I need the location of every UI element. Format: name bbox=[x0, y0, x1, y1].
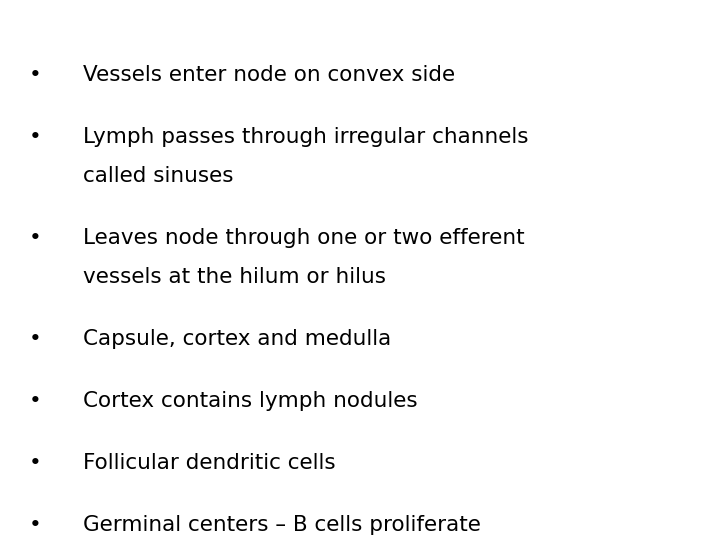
Text: •: • bbox=[29, 65, 42, 85]
Text: Cortex contains lymph nodules: Cortex contains lymph nodules bbox=[83, 391, 418, 411]
Text: called sinuses: called sinuses bbox=[83, 166, 233, 186]
Text: •: • bbox=[29, 127, 42, 147]
Text: vessels at the hilum or hilus: vessels at the hilum or hilus bbox=[83, 267, 386, 287]
Text: Capsule, cortex and medulla: Capsule, cortex and medulla bbox=[83, 329, 391, 349]
Text: •: • bbox=[29, 391, 42, 411]
Text: •: • bbox=[29, 329, 42, 349]
Text: Follicular dendritic cells: Follicular dendritic cells bbox=[83, 453, 336, 473]
Text: Germinal centers – B cells proliferate: Germinal centers – B cells proliferate bbox=[83, 515, 481, 535]
Text: Vessels enter node on convex side: Vessels enter node on convex side bbox=[83, 65, 455, 85]
Text: •: • bbox=[29, 515, 42, 535]
Text: •: • bbox=[29, 228, 42, 248]
Text: Lymph passes through irregular channels: Lymph passes through irregular channels bbox=[83, 127, 528, 147]
Text: Leaves node through one or two efferent: Leaves node through one or two efferent bbox=[83, 228, 524, 248]
Text: •: • bbox=[29, 453, 42, 473]
